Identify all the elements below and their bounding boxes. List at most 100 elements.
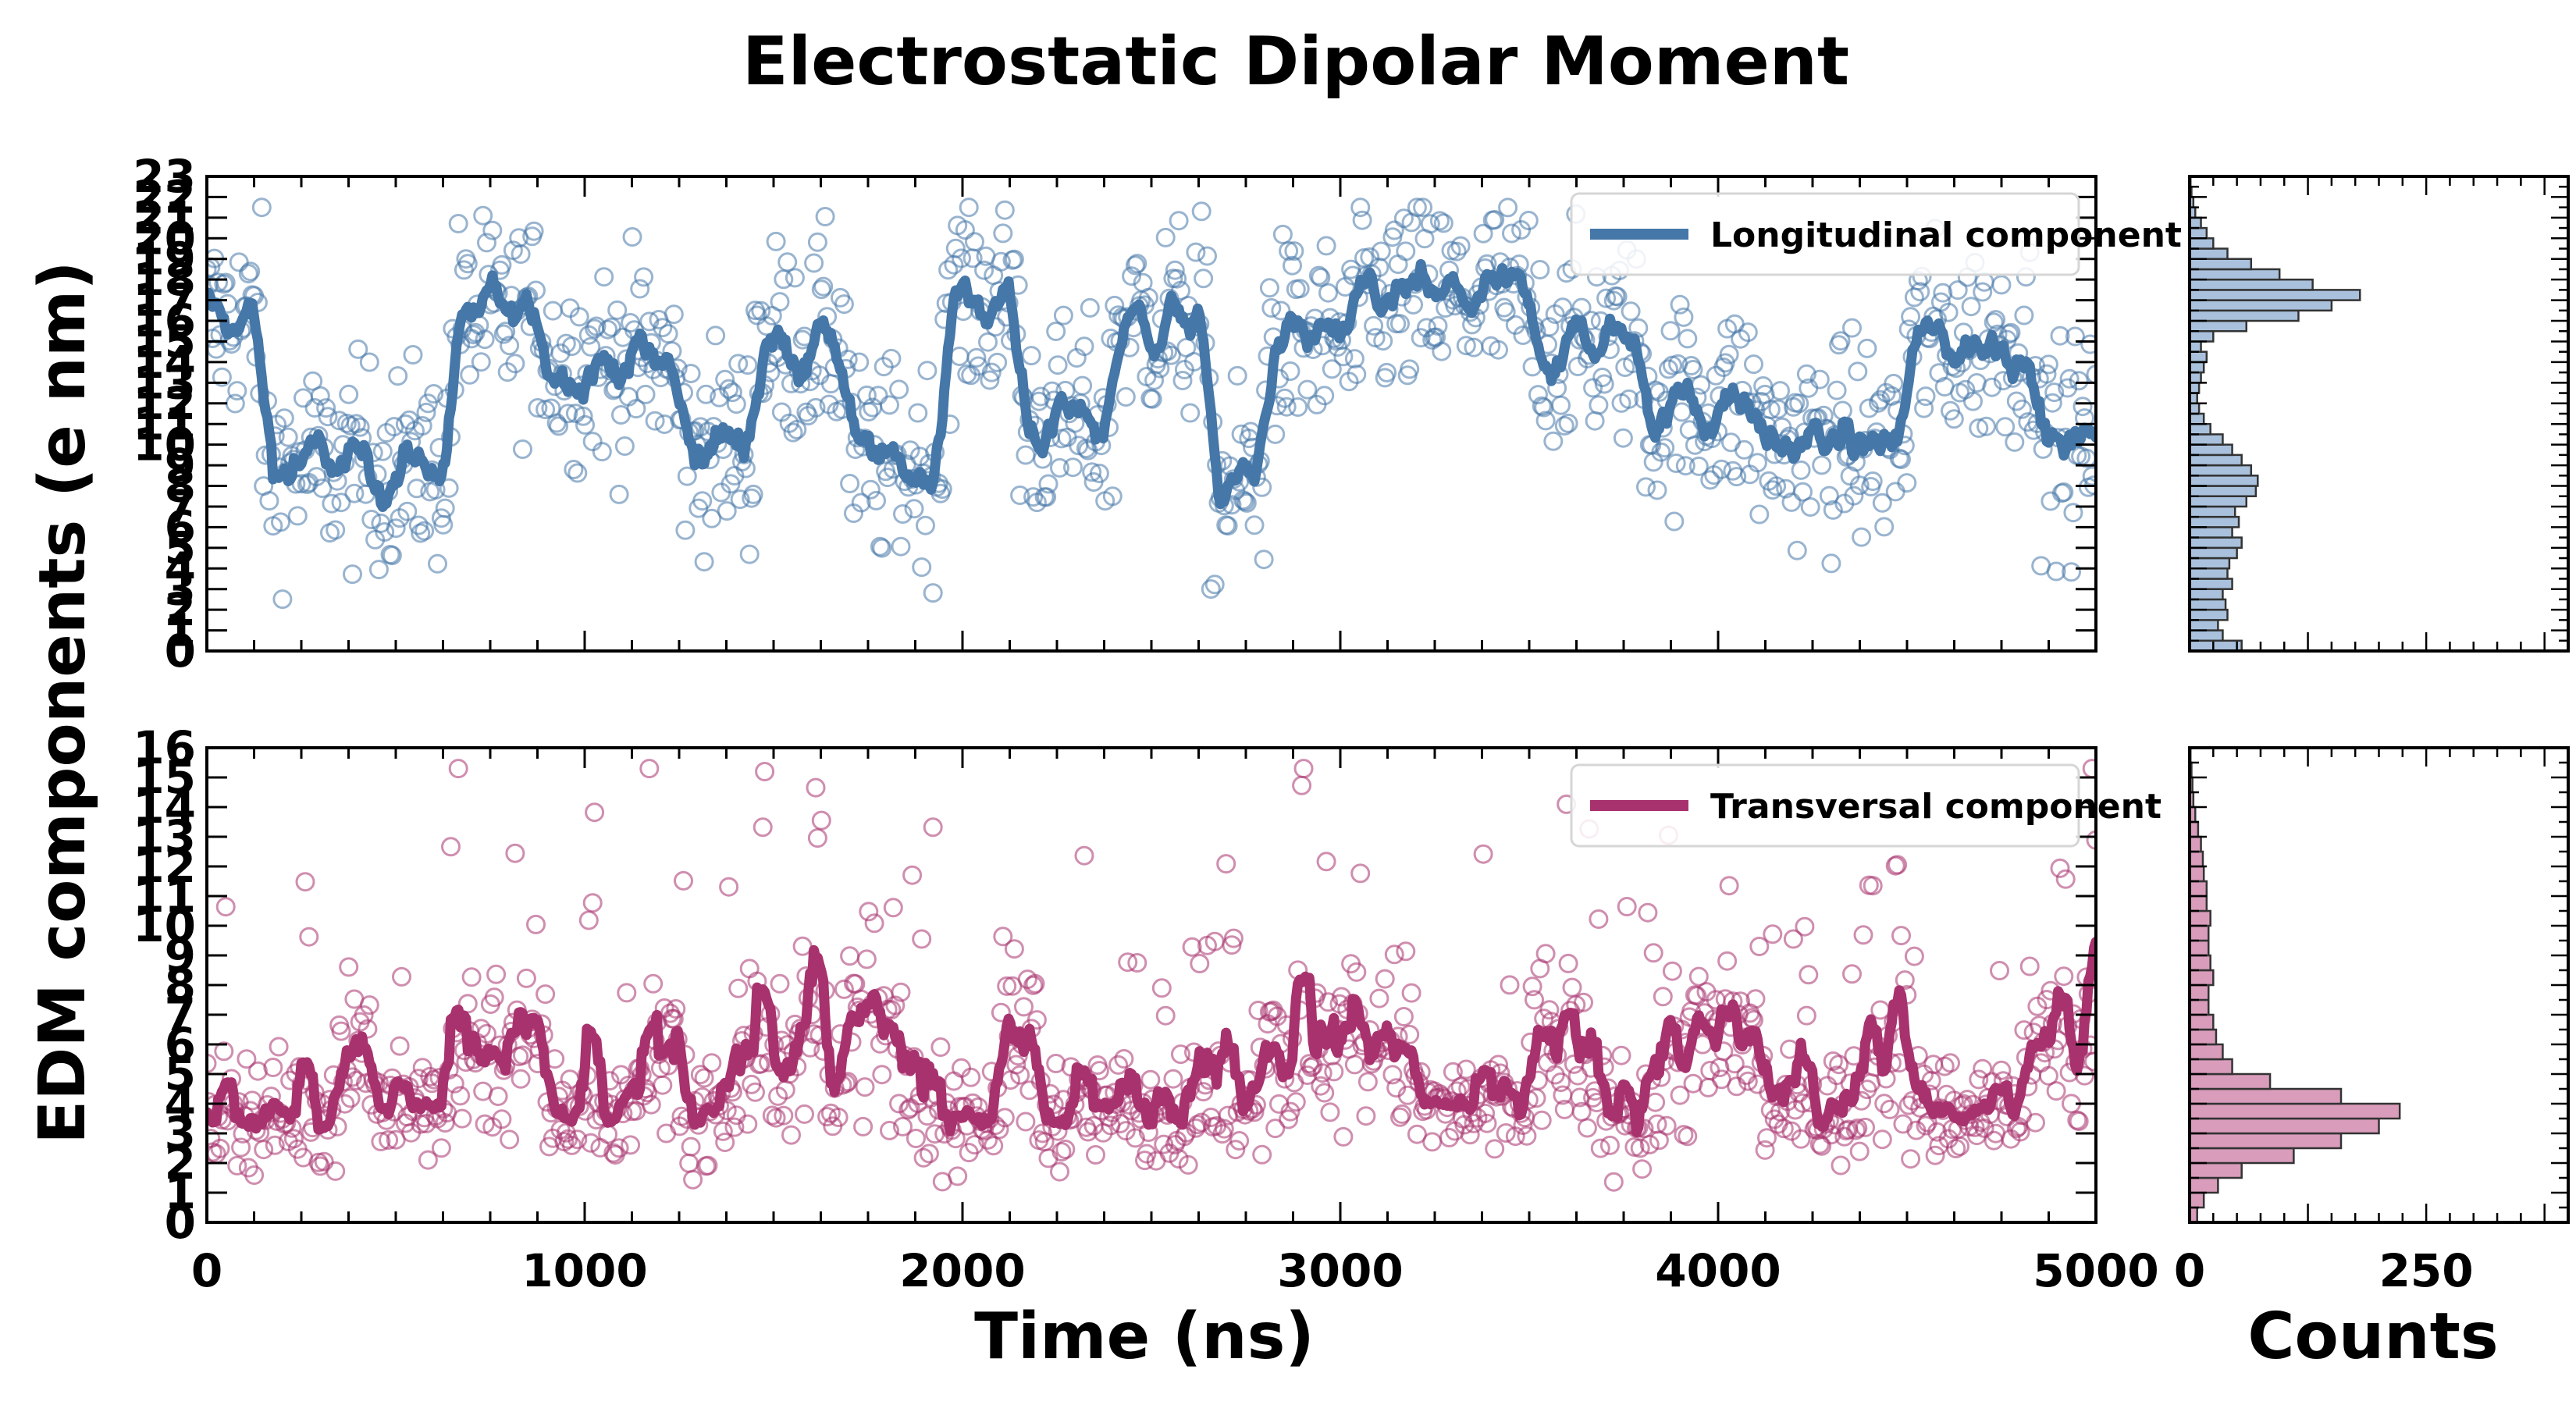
- scatter-point: [677, 466, 697, 486]
- histogram-bar: [2188, 1058, 2233, 1076]
- scatter-point: [730, 489, 750, 510]
- scatter-point: [1670, 294, 1690, 315]
- scatter-point: [505, 354, 525, 374]
- scatter-point: [817, 1107, 838, 1127]
- histogram-bar: [2188, 319, 2247, 333]
- scatter-point: [1599, 1135, 1620, 1155]
- scatter-point: [1849, 475, 1870, 496]
- scatter-point: [987, 352, 1008, 372]
- histogram-bar: [2188, 880, 2208, 898]
- scatter-point: [1844, 486, 1864, 506]
- scatter-point: [1422, 1132, 1443, 1152]
- scatter-point: [634, 267, 654, 287]
- scatter-point: [1259, 278, 1279, 298]
- scatter-point: [1030, 386, 1051, 407]
- y-tick-label: 10: [133, 899, 196, 952]
- scatter-point: [1607, 286, 1628, 307]
- scatter-point: [1744, 354, 1763, 375]
- y-tick-label: 17: [133, 274, 196, 327]
- histogram-bar: [2188, 557, 2231, 570]
- scatter-point: [617, 983, 637, 1003]
- scatter-point: [1944, 409, 1964, 429]
- scatter-point: [1535, 944, 1556, 964]
- histogram-bar: [2188, 330, 2215, 343]
- y-tick-label: 15: [133, 751, 196, 804]
- scatter-point: [658, 1055, 678, 1076]
- scatter-point: [1019, 1080, 1040, 1101]
- scatter-point: [834, 294, 854, 315]
- scatter-point: [1236, 493, 1257, 513]
- scatter-point: [1401, 983, 1421, 1003]
- scatter-point: [906, 1129, 926, 1148]
- scatter-point: [880, 395, 899, 415]
- scatter-point: [893, 504, 913, 524]
- histogram-bar: [2188, 299, 2333, 312]
- scatter-point: [1767, 476, 1787, 496]
- scatter-point: [1347, 365, 1367, 384]
- scatter-point: [428, 553, 447, 574]
- y-tick-label: 5: [165, 1048, 196, 1101]
- scatter-point: [1226, 1140, 1246, 1160]
- y-tick-label: 8: [165, 959, 196, 1012]
- scatter-point: [1795, 916, 1815, 937]
- scatter-point: [614, 436, 635, 456]
- scatter-point: [1666, 454, 1686, 473]
- scatter-point: [1791, 460, 1811, 480]
- scatter-point: [1688, 456, 1709, 476]
- histogram-bar: [2188, 371, 2202, 384]
- scatter-point: [1895, 970, 1915, 991]
- scatter-point: [856, 949, 877, 969]
- scatter-point: [564, 460, 584, 479]
- scatter-point: [207, 1053, 217, 1073]
- histogram-bar: [2188, 939, 2210, 957]
- scatter-point: [1025, 973, 1045, 994]
- scatter-point: [639, 759, 660, 779]
- scatter-point: [1197, 246, 1217, 266]
- scatter-point: [1384, 220, 1404, 240]
- scatter-point: [1957, 1090, 1977, 1110]
- scatter-point: [594, 267, 614, 287]
- scatter-point: [1821, 553, 1841, 574]
- scatter-point: [770, 292, 790, 312]
- scatter-point: [912, 929, 932, 949]
- scatter-point: [278, 427, 298, 447]
- top-histogram-longitudinal: [2188, 175, 2570, 653]
- histogram-bar: [2188, 515, 2240, 528]
- scatter-point: [1288, 397, 1308, 417]
- scatter-point: [891, 982, 911, 1002]
- scatter-point: [1770, 381, 1790, 401]
- histogram-bar: [2188, 1147, 2295, 1165]
- histogram-bar: [2188, 1161, 2243, 1179]
- scatter-point: [690, 1065, 710, 1085]
- y-tick-label: 13: [133, 356, 196, 409]
- scatter-point: [386, 518, 406, 539]
- scatter-point: [1853, 925, 1873, 945]
- scatter-point: [1655, 438, 1675, 458]
- scatter-point: [978, 332, 998, 352]
- scatter-point: [1813, 405, 1834, 425]
- y-tick-label: 4: [165, 542, 196, 595]
- scatter-point: [1151, 978, 1172, 998]
- scatter-point: [1831, 331, 1851, 351]
- scatter-point: [1265, 1119, 1286, 1139]
- y-tick-label: 21: [133, 191, 196, 244]
- scatter-point: [431, 1138, 451, 1158]
- scatter-point: [1842, 318, 1862, 338]
- histogram-bar: [2188, 588, 2224, 601]
- scatter-point: [331, 1021, 351, 1041]
- scatter-point: [1318, 283, 1338, 303]
- legend-label: Transversal component: [1710, 787, 2161, 827]
- scatter-point: [1118, 952, 1138, 973]
- histogram-bar: [2188, 1176, 2219, 1194]
- scatter-point: [582, 893, 603, 913]
- y-tick-label: 18: [133, 253, 196, 306]
- scatter-point: [392, 966, 411, 987]
- scatter-point: [1594, 374, 1614, 394]
- histogram-bar: [2188, 608, 2229, 621]
- scatter-point: [601, 317, 621, 337]
- scatter-point: [1749, 504, 1770, 525]
- scatter-point: [1738, 1071, 1758, 1091]
- scatter-point: [582, 432, 603, 452]
- scatter-point: [815, 207, 835, 226]
